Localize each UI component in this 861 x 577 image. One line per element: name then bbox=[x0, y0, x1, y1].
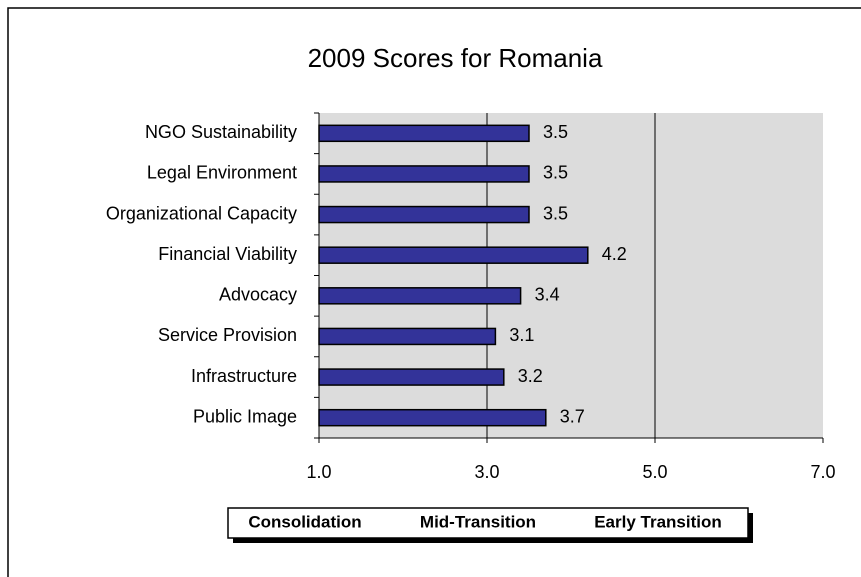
y-tick-label: Service Provision bbox=[158, 325, 297, 345]
bar bbox=[318, 165, 530, 183]
bar bbox=[318, 368, 505, 386]
plot-area bbox=[319, 113, 823, 438]
band-label: Consolidation bbox=[248, 512, 361, 531]
bar bbox=[318, 205, 530, 224]
bar bbox=[318, 246, 589, 264]
value-label: 3.5 bbox=[543, 163, 568, 183]
bar bbox=[318, 124, 530, 143]
value-label: 3.2 bbox=[518, 366, 543, 386]
y-tick-label: NGO Sustainability bbox=[145, 122, 297, 142]
legend-box bbox=[227, 507, 749, 539]
chart-title: 2009 Scores for Romania bbox=[308, 43, 603, 73]
y-tick-label: Legal Environment bbox=[147, 163, 297, 183]
y-tick-label: Advocacy bbox=[219, 285, 297, 305]
value-label: 3.5 bbox=[543, 122, 568, 142]
x-tick-label: 1.0 bbox=[306, 462, 331, 482]
y-tick-label: Financial Viability bbox=[158, 244, 297, 264]
y-tick-label: Organizational Capacity bbox=[106, 203, 297, 223]
bar bbox=[318, 408, 547, 427]
x-tick-label: 3.0 bbox=[474, 462, 499, 482]
value-label: 3.5 bbox=[543, 203, 568, 223]
y-tick-label: Infrastructure bbox=[191, 366, 297, 386]
band-label: Mid-Transition bbox=[420, 512, 536, 531]
value-label: 3.7 bbox=[560, 406, 585, 426]
value-label: 3.1 bbox=[509, 325, 534, 345]
value-label: 4.2 bbox=[602, 244, 627, 264]
x-tick-label: 7.0 bbox=[810, 462, 835, 482]
value-label: 3.4 bbox=[535, 285, 560, 305]
bar bbox=[318, 327, 497, 346]
bar bbox=[318, 287, 522, 305]
y-tick-label: Public Image bbox=[193, 406, 297, 426]
x-tick-label: 5.0 bbox=[642, 462, 667, 482]
band-label: Early Transition bbox=[594, 512, 722, 531]
